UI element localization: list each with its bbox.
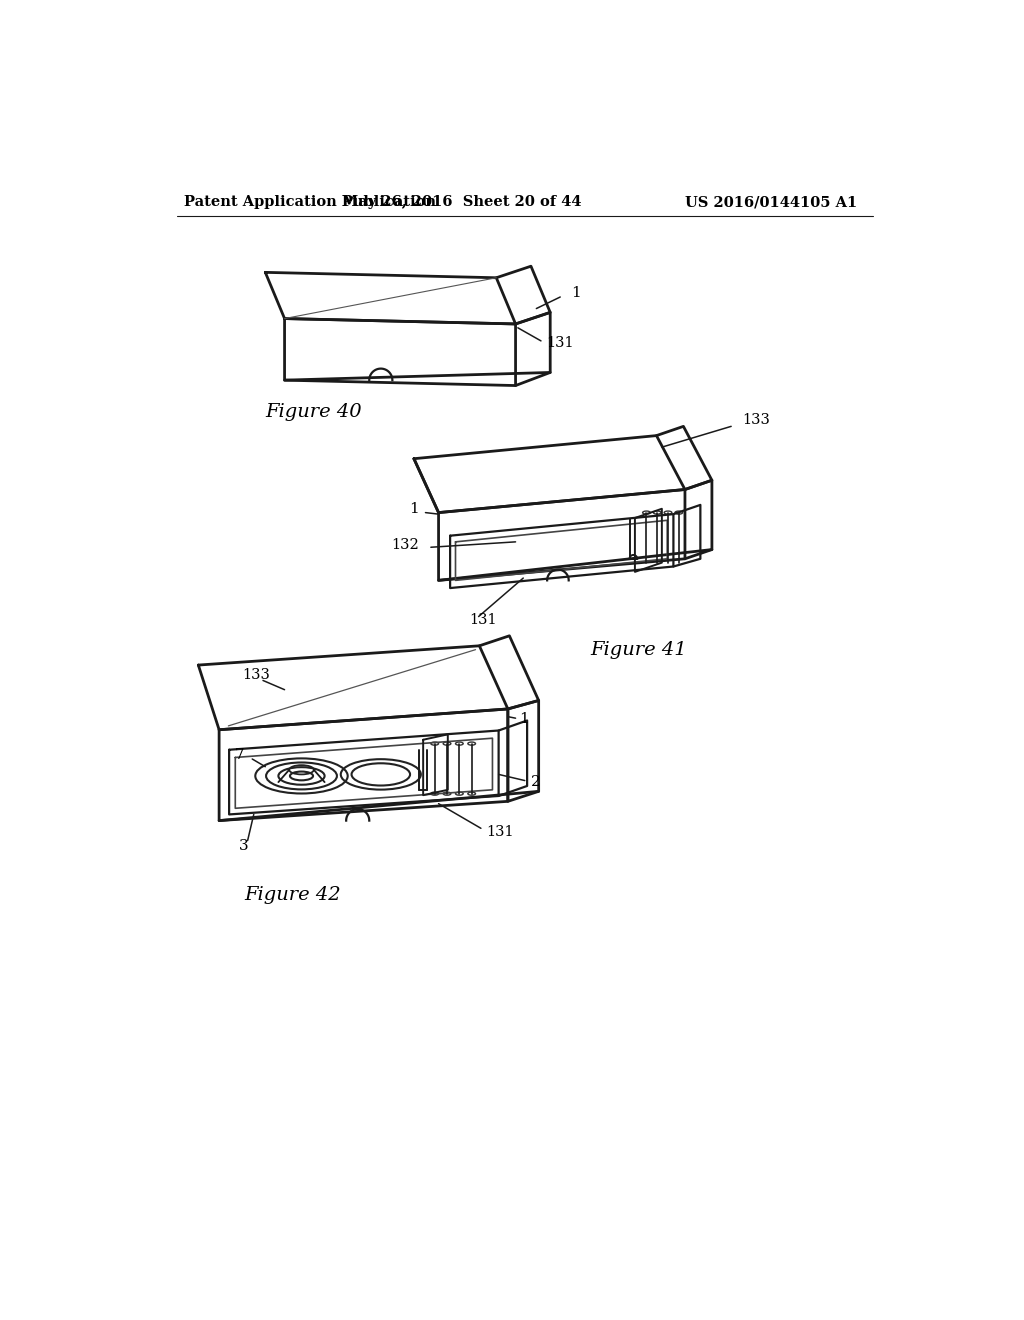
- Text: Figure 42: Figure 42: [245, 886, 341, 904]
- Text: 1: 1: [519, 711, 529, 726]
- Text: 1: 1: [410, 502, 419, 516]
- Text: May 26, 2016  Sheet 20 of 44: May 26, 2016 Sheet 20 of 44: [342, 195, 582, 210]
- Text: 1: 1: [571, 286, 581, 300]
- Text: 133: 133: [742, 413, 771, 428]
- Text: 3: 3: [239, 840, 249, 853]
- Text: 7: 7: [234, 748, 245, 762]
- Text: Figure 41: Figure 41: [590, 642, 687, 659]
- Text: Patent Application Publication: Patent Application Publication: [184, 195, 436, 210]
- Text: 131: 131: [469, 614, 497, 627]
- Text: Figure 40: Figure 40: [265, 404, 361, 421]
- Text: 131: 131: [486, 825, 514, 840]
- Text: US 2016/0144105 A1: US 2016/0144105 A1: [685, 195, 857, 210]
- Text: 131: 131: [547, 337, 574, 350]
- Text: 133: 133: [242, 668, 270, 682]
- Text: 2: 2: [531, 775, 541, 789]
- Text: 132: 132: [391, 539, 419, 552]
